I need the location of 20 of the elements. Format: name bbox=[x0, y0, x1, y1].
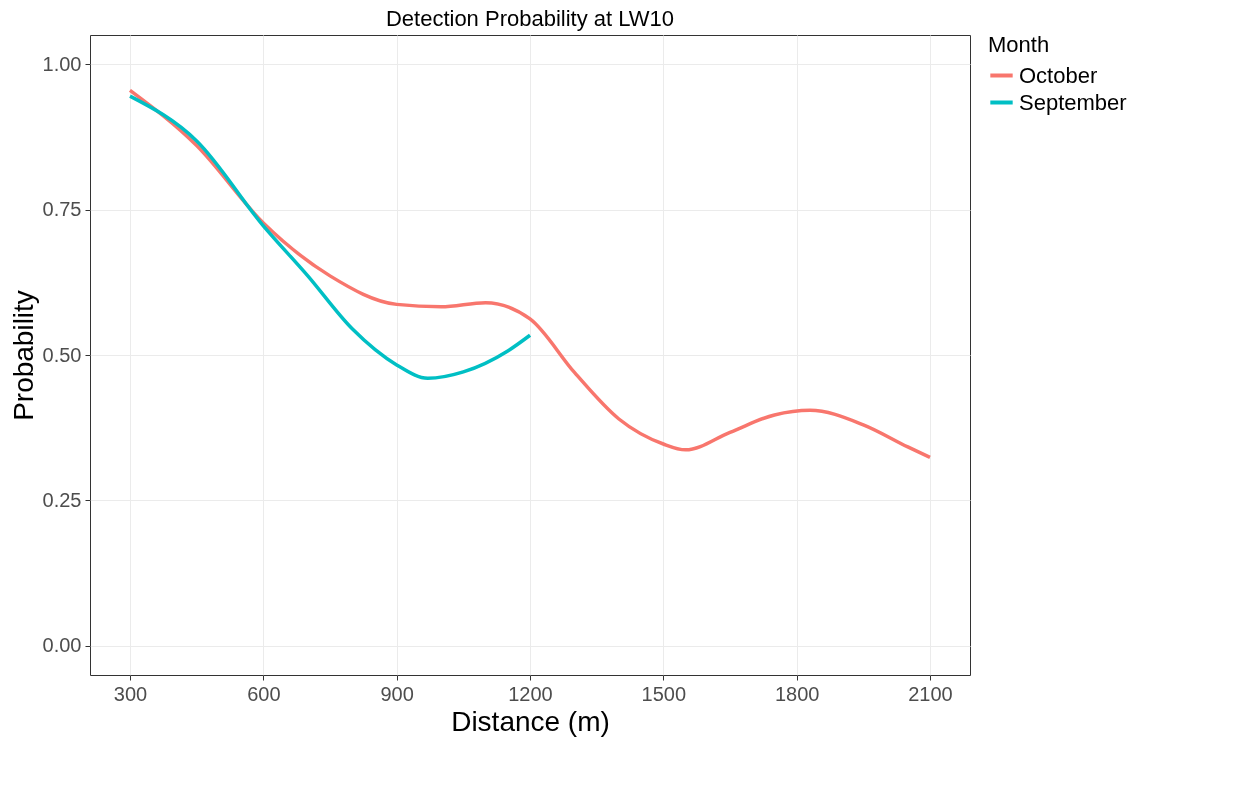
x-tick-label: 600 bbox=[247, 682, 281, 705]
chart-title: Detection Probability at LW10 bbox=[385, 6, 675, 31]
line-series bbox=[128, 94, 532, 381]
y-tick-label: 0.75 bbox=[42, 198, 82, 221]
x-tick-label: 1500 bbox=[641, 682, 687, 705]
y-tick-label: 0.00 bbox=[42, 634, 82, 657]
x-axis-title: Distance (m) bbox=[451, 705, 610, 737]
y-axis-title: Probability bbox=[7, 290, 39, 421]
x-tick-label: 2100 bbox=[908, 682, 953, 705]
y-tick-label: 0.25 bbox=[42, 488, 82, 511]
legend-label: October bbox=[1019, 62, 1098, 88]
x-tick-label: 1800 bbox=[774, 682, 820, 705]
line-series bbox=[128, 88, 932, 460]
x-tick-label: 1200 bbox=[508, 682, 553, 705]
y-tick-label: 0.50 bbox=[42, 343, 82, 366]
legend-label: September bbox=[1019, 89, 1127, 115]
x-tick-label: 300 bbox=[113, 682, 148, 705]
x-tick-label: 900 bbox=[380, 682, 414, 705]
legend-title: Month bbox=[988, 32, 1050, 57]
y-tick-label: 1.00 bbox=[42, 52, 82, 75]
